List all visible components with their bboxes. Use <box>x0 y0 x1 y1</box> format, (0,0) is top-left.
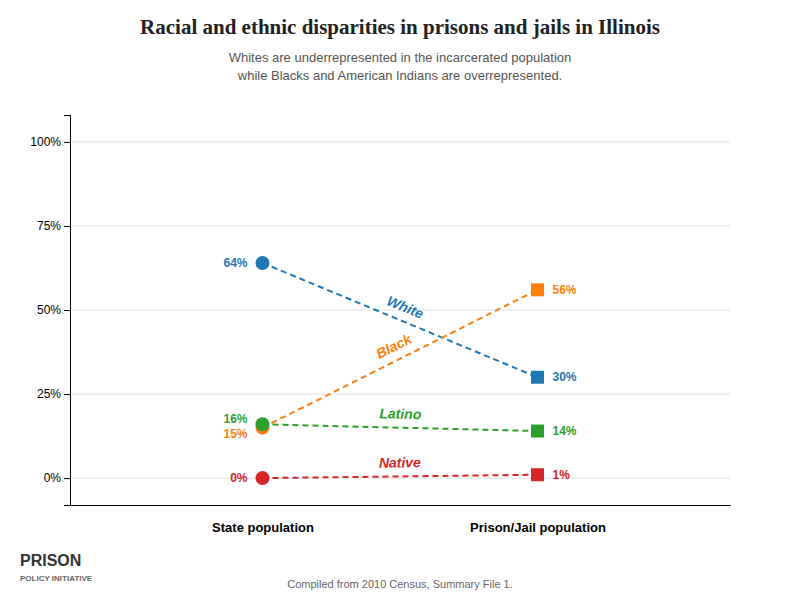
annotation: PRISON <box>20 552 81 569</box>
data-label: 14% <box>553 424 577 438</box>
series-label: Native <box>379 454 421 471</box>
chart-svg: Racial and ethnic disparities in prisons… <box>0 0 800 600</box>
y-tick: 75% <box>37 219 70 233</box>
subtitle-line: Whites are underrepresented in the incar… <box>229 50 572 65</box>
point <box>256 256 270 270</box>
y-tick-mark <box>64 478 70 479</box>
y-tick: 100% <box>30 135 70 149</box>
y-tick-mark <box>64 310 70 311</box>
y-tick-label: 25% <box>37 387 61 401</box>
y-tick-mark <box>64 226 70 227</box>
y-axis-line <box>64 116 71 506</box>
y-tick-label: 75% <box>37 219 61 233</box>
grid-line <box>70 141 730 142</box>
marks <box>256 256 545 485</box>
title: Racial and ethnic disparities in prisons… <box>140 15 660 39</box>
y-tick-mark <box>64 394 70 395</box>
x-tick: State population <box>212 520 314 535</box>
data-label: 16% <box>223 412 247 426</box>
point <box>531 283 544 296</box>
series-label: White <box>385 292 427 321</box>
labels: White Black Latino Native 64% 16%15% 0% 56% 30% 1… <box>223 256 576 485</box>
series-label: Latino <box>379 405 422 422</box>
y-tick-label: 100% <box>30 135 61 149</box>
y-tick-label: 0% <box>44 471 62 485</box>
x-tick: Prison/Jail population <box>470 520 606 535</box>
data-label: 1% <box>553 468 571 482</box>
grid-line <box>70 478 730 479</box>
grid <box>70 142 730 478</box>
subtitle: Whites are underrepresented in the incar… <box>229 50 572 83</box>
grid-line <box>70 394 730 395</box>
subtitle-line: while Blacks and American Indians are ov… <box>237 68 562 83</box>
y-tick: 0% <box>44 471 70 485</box>
point <box>531 371 544 384</box>
data-label: 56% <box>553 283 577 297</box>
x-tick-label: State population <box>212 520 314 535</box>
data-label: 0% <box>230 471 248 485</box>
series-label: Black <box>373 330 415 362</box>
y-tick: 25% <box>37 387 70 401</box>
point <box>531 468 544 481</box>
series-line <box>263 424 538 431</box>
x-axis: State population Prison/Jail population <box>71 506 731 536</box>
series-line <box>263 290 538 428</box>
series-line <box>263 475 538 478</box>
annotation: POLICY INITIATIVE <box>20 574 93 583</box>
data-label: 64% <box>223 256 247 270</box>
data-label: 15% <box>223 427 247 441</box>
y-tick-label: 50% <box>37 303 61 317</box>
x-tick-label: Prison/Jail population <box>470 520 606 535</box>
point <box>256 471 270 485</box>
point <box>256 417 270 431</box>
series-line <box>263 263 538 377</box>
annotation: Compiled from 2010 Census, Summary File … <box>287 578 513 590</box>
x-axis-line <box>71 505 731 506</box>
point <box>531 425 544 438</box>
y-tick-mark <box>64 142 70 143</box>
plot: 0% 25% 50% 75% 100% State population Prison/Ja… <box>30 116 730 536</box>
chart-container: Racial and ethnic disparities in prisons… <box>0 0 800 600</box>
data-label: 30% <box>553 370 577 384</box>
y-axis: 0% 25% 50% 75% 100% <box>30 116 70 506</box>
y-tick: 50% <box>37 303 70 317</box>
grid-line <box>70 225 730 226</box>
